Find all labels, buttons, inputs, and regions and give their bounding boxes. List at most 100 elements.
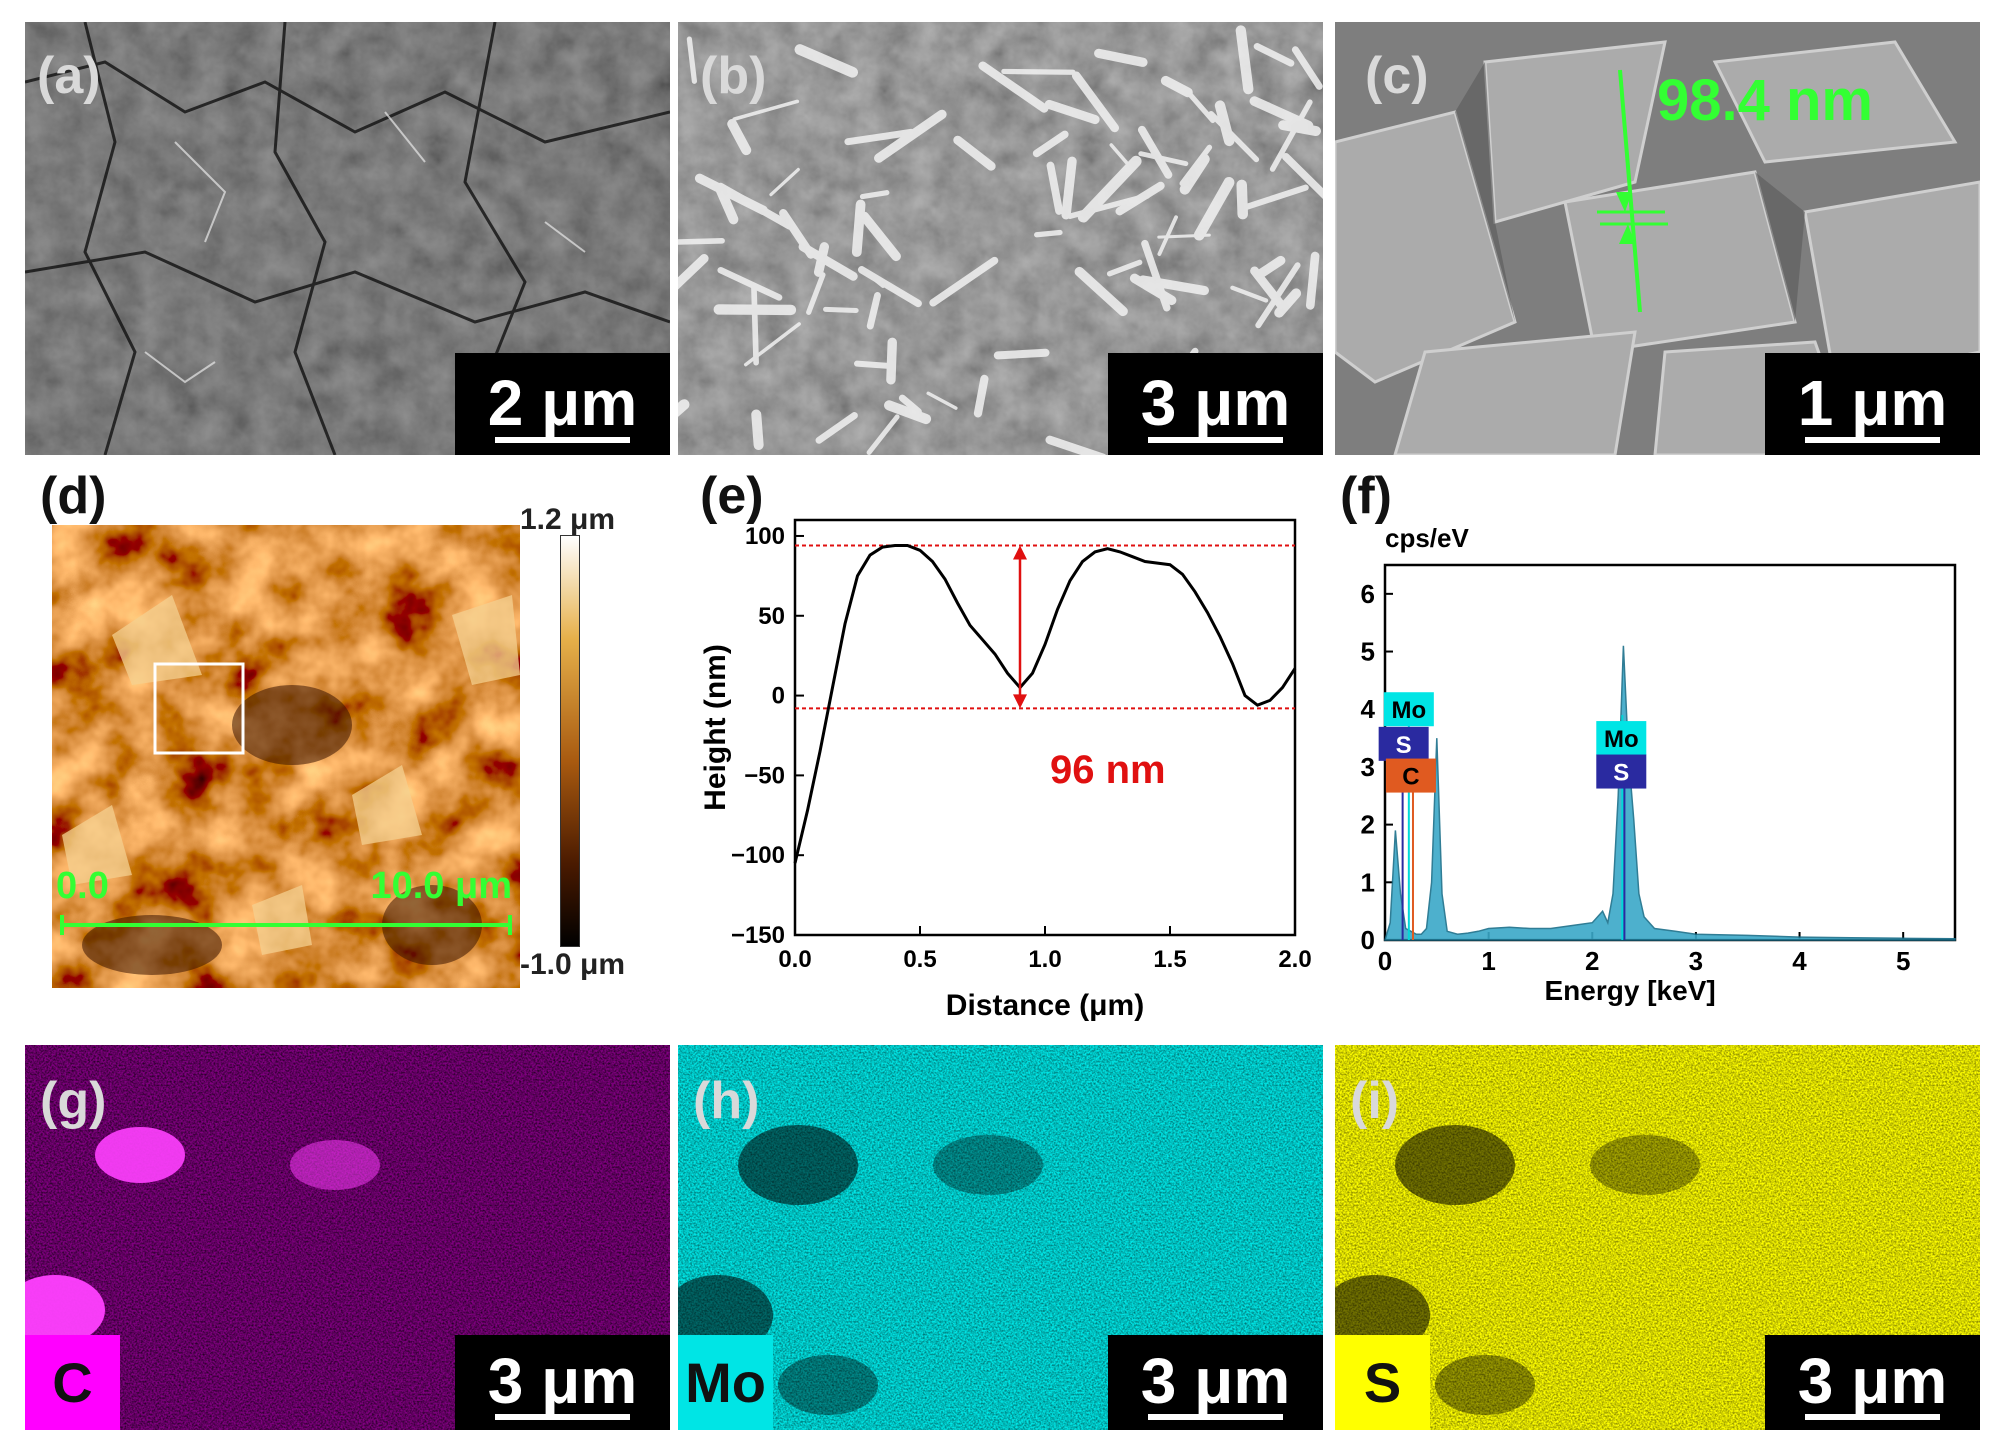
y-tick-label: 6: [1361, 579, 1375, 609]
colorbar-max-label: 1.2 μm: [520, 503, 616, 536]
nanosheet-flake: [929, 256, 999, 307]
afm-scale-start: 0.0: [56, 865, 109, 907]
nanosheet-flake: [1044, 99, 1100, 125]
nanosheet-flake: [973, 374, 989, 418]
scale-bar-b: 3 μm: [1108, 353, 1323, 455]
nanosheet-flake: [884, 400, 932, 425]
nanosheet-flake: [1094, 48, 1148, 67]
nanosheet-flake: [1001, 68, 1076, 75]
afm-topography: [52, 525, 520, 988]
scale-line-h: [1148, 1414, 1283, 1420]
eds-spectrum-area: [1383, 645, 1956, 941]
nanosheet-flake: [686, 36, 698, 84]
x-tick-label: 0.5: [903, 946, 936, 973]
sem-image-a: [25, 22, 670, 455]
nanosheet-flake: [1230, 285, 1269, 303]
y-tick-label: −100: [731, 842, 785, 869]
scale-bar-c: 1 μm: [1765, 353, 1980, 455]
height-profile-line: [793, 544, 1297, 864]
scale-label-h: 3 μm: [1140, 1345, 1291, 1417]
panel-label-i: (i): [1350, 1072, 1400, 1130]
nanosheet-flake: [815, 412, 858, 444]
thickness-annotation: 98.4 nm: [1657, 68, 1873, 133]
panel-label-d: (d): [40, 467, 107, 525]
peak-label-mo: Mo: [1392, 697, 1427, 724]
panel-label-b: (b): [700, 47, 767, 105]
x-tick-label: 0: [1378, 946, 1392, 976]
scale-line-c: [1805, 437, 1940, 443]
x-tick-label: 0.0: [778, 946, 811, 973]
sem-image-b: [678, 22, 1323, 455]
scale-label-a: 2 μm: [487, 367, 638, 439]
nanosheet-flake: [1034, 229, 1063, 238]
nanosheet-flake: [1253, 255, 1286, 280]
x-tick-label: 4: [1792, 946, 1807, 976]
y-tick-label: 50: [758, 603, 785, 630]
nanosheet-flake: [1046, 161, 1064, 215]
nanosheet-flake: [1067, 193, 1150, 219]
nanosheet-flake: [1291, 46, 1323, 90]
y-tick-label: 1: [1361, 867, 1375, 897]
y-axis-title: cps/eV: [1385, 523, 1469, 553]
x-axis-title: Energy [keV]: [1545, 975, 1716, 1006]
nanosheet-flake: [1193, 176, 1235, 241]
y-tick-label: 0: [772, 683, 785, 710]
nanosheet-flake: [678, 254, 709, 290]
sem-panel-a: (a) 2 μm: [25, 22, 670, 455]
nanosheet-flake: [1208, 110, 1260, 163]
element-tag-mo: Mo: [678, 1335, 773, 1430]
nanosheet-flake: [732, 99, 800, 121]
nanosheet-flake: [806, 272, 826, 315]
nanosheet-flake: [678, 238, 725, 245]
nanosheet-flake: [1179, 144, 1213, 187]
y-tick-label: 100: [745, 523, 785, 550]
scale-label-c: 1 μm: [1797, 367, 1948, 439]
y-tick-label: 3: [1361, 752, 1375, 782]
sem-image-c: [1335, 22, 1980, 455]
x-tick-label: 1.5: [1153, 946, 1186, 973]
sem-panel-b: (b) 3 μm: [678, 22, 1323, 455]
nanosheet-flake: [1137, 125, 1173, 179]
afm-image: 0.0 10.0 μm: [52, 525, 520, 988]
nanosheet-flake: [798, 242, 858, 281]
nanosheet-flake: [844, 128, 915, 146]
peak-label-c-box: [1385, 758, 1436, 793]
x-tick-label: 5: [1896, 946, 1910, 976]
nanosheet-flake: [1281, 152, 1323, 199]
nanosheet-flake: [1032, 130, 1069, 158]
nanosheet-flake: [751, 285, 759, 366]
afm-scale-end: 10.0 μm: [370, 865, 512, 907]
panel-label-a: (a): [37, 47, 101, 105]
nanosheet-flake: [874, 109, 947, 163]
nanosheet-flake: [1074, 266, 1128, 317]
nanosheet-flake: [1235, 25, 1254, 95]
scale-bar-i: 3 μm: [1765, 1335, 1980, 1430]
scale-bar-g: 3 μm: [455, 1335, 670, 1430]
nanosheet-flake: [717, 266, 783, 301]
scale-line-a: [495, 437, 630, 443]
nanosheet-flake: [1305, 251, 1320, 310]
panel-label-g: (g): [40, 1072, 107, 1130]
y-tick-label: 0: [1361, 925, 1375, 955]
nanosheet-flake: [1157, 233, 1211, 239]
scale-label-g: 3 μm: [487, 1345, 638, 1417]
nanosheet-flake: [866, 292, 881, 330]
nanosheet-flake: [1184, 87, 1216, 124]
scale-line-b: [1148, 437, 1283, 443]
nanosheet-flake: [794, 44, 859, 78]
nanosheet-flake: [853, 360, 896, 370]
nanosheet-flake: [1253, 43, 1295, 67]
arrow-head-down: [1013, 694, 1027, 709]
peak-label-s-2: S: [1613, 760, 1629, 787]
nanosheet-flake: [751, 409, 764, 451]
nanosheet-flake: [851, 199, 866, 257]
nanosheet-flake: [978, 61, 1049, 113]
x-tick-label: 1.0: [1028, 946, 1061, 973]
peak-label-mo-2: Mo: [1604, 726, 1639, 753]
x-tick-label: 2.0: [1278, 946, 1311, 973]
scale-label-i: 3 μm: [1797, 1345, 1948, 1417]
panel-label-h: (h): [693, 1072, 760, 1130]
eds-map-mo: (h) Mo 3 μm: [678, 1045, 1323, 1430]
nanosheet-flake: [1269, 99, 1313, 172]
